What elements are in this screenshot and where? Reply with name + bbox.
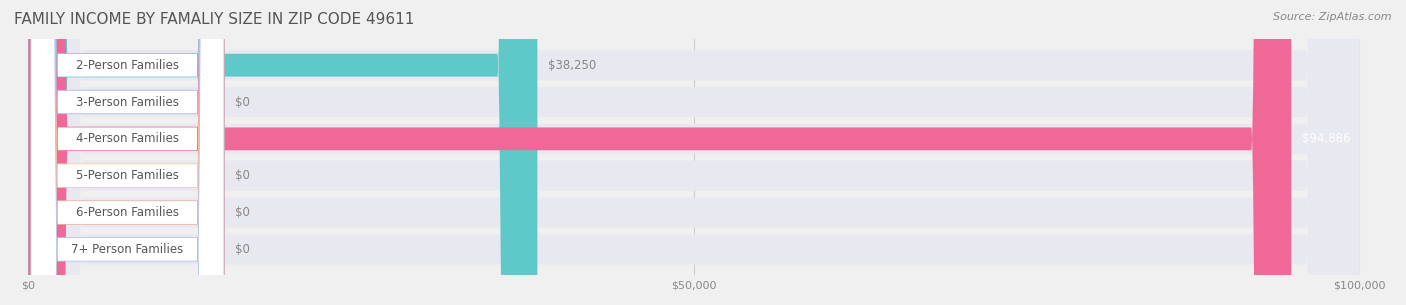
FancyBboxPatch shape xyxy=(31,0,224,305)
Text: $38,250: $38,250 xyxy=(548,59,596,72)
FancyBboxPatch shape xyxy=(31,0,224,305)
Text: $94,886: $94,886 xyxy=(1302,132,1350,145)
Text: 3-Person Families: 3-Person Families xyxy=(76,95,179,109)
FancyBboxPatch shape xyxy=(28,0,1291,305)
FancyBboxPatch shape xyxy=(28,0,1360,305)
Text: 4-Person Families: 4-Person Families xyxy=(76,132,179,145)
FancyBboxPatch shape xyxy=(31,0,224,305)
Text: FAMILY INCOME BY FAMALIY SIZE IN ZIP CODE 49611: FAMILY INCOME BY FAMALIY SIZE IN ZIP COD… xyxy=(14,12,415,27)
Text: Source: ZipAtlas.com: Source: ZipAtlas.com xyxy=(1274,12,1392,22)
FancyBboxPatch shape xyxy=(28,0,1360,305)
Text: $0: $0 xyxy=(235,169,249,182)
Text: 2-Person Families: 2-Person Families xyxy=(76,59,179,72)
FancyBboxPatch shape xyxy=(28,0,1360,305)
Text: 5-Person Families: 5-Person Families xyxy=(76,169,179,182)
Text: 6-Person Families: 6-Person Families xyxy=(76,206,179,219)
FancyBboxPatch shape xyxy=(28,0,1360,305)
Text: $0: $0 xyxy=(235,206,249,219)
FancyBboxPatch shape xyxy=(31,0,224,305)
Text: $0: $0 xyxy=(235,95,249,109)
FancyBboxPatch shape xyxy=(28,0,537,305)
FancyBboxPatch shape xyxy=(28,0,1360,305)
FancyBboxPatch shape xyxy=(28,0,1360,305)
FancyBboxPatch shape xyxy=(31,0,224,305)
Text: 7+ Person Families: 7+ Person Families xyxy=(72,243,184,256)
FancyBboxPatch shape xyxy=(31,0,224,305)
Text: $0: $0 xyxy=(235,243,249,256)
